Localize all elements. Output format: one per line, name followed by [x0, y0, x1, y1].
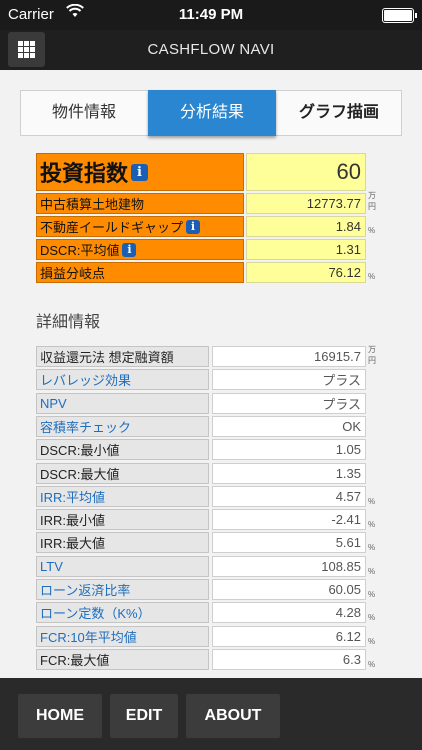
detail-value: 5.61: [212, 532, 366, 554]
detail-value: プラス: [212, 392, 366, 414]
summary-unit: %: [368, 272, 376, 281]
summary-value: 76.12: [246, 262, 366, 283]
detail-value: 4.28: [212, 602, 366, 624]
battery-icon: [382, 8, 417, 23]
bottom-toolbar: HOME EDIT ABOUT: [0, 678, 422, 750]
detail-unit: %: [368, 566, 376, 576]
grid-menu-icon: [18, 41, 35, 58]
detail-label: 収益還元法 想定融資額: [36, 346, 209, 367]
summary-label-text: 不動産イールドギャップ: [40, 220, 184, 235]
detail-label: IRR:最大値: [36, 532, 209, 554]
carrier-label: Carrier: [8, 6, 54, 23]
clock-time: 11:49 PM: [178, 6, 244, 23]
detail-value: 1.05: [212, 439, 366, 461]
detail-label: FCR:最大値: [36, 648, 209, 670]
investment-index-value: 60: [246, 153, 366, 191]
detail-unit: %: [368, 520, 376, 530]
status-bar: Carrier 11:49 PM: [0, 0, 422, 30]
tab-graph[interactable]: グラフ描画: [298, 104, 379, 121]
detail-value: 108.85: [212, 555, 366, 577]
detail-section-title: 詳細情報: [36, 314, 101, 331]
app-title: CASHFLOW NAVI: [147, 41, 275, 58]
nav-bar: CASHFLOW NAVI: [0, 30, 422, 70]
detail-value: プラス: [212, 369, 366, 391]
detail-value: 6.3: [212, 648, 366, 670]
detail-unit: 万円: [368, 345, 376, 365]
summary-label-text: DSCR:平均値: [40, 243, 120, 258]
summary-label: DSCR:平均値 i: [36, 239, 244, 260]
detail-value: 4.57: [212, 485, 366, 507]
detail-unit: %: [368, 543, 376, 553]
summary-value: 1.31: [246, 239, 366, 260]
summary-value: 12773.77: [246, 193, 366, 214]
detail-label: IRR:最小値: [36, 509, 209, 531]
detail-label-link[interactable]: レバレッジ効果: [36, 369, 209, 391]
detail-label-link[interactable]: NPV: [36, 392, 209, 414]
summary-label: 損益分岐点: [36, 262, 244, 283]
tab-analysis-result[interactable]: 分析結果: [148, 90, 276, 136]
investment-index-label: 投資指数 i: [36, 153, 244, 191]
detail-label-link[interactable]: 容積率チェック: [36, 415, 209, 437]
info-icon[interactable]: i: [122, 242, 137, 257]
menu-button[interactable]: [8, 32, 45, 67]
detail-label-link[interactable]: LTV: [36, 555, 209, 577]
detail-unit: %: [368, 659, 376, 669]
detail-label-link[interactable]: IRR:平均値: [36, 485, 209, 507]
summary-unit: 万円: [368, 191, 376, 211]
summary-unit: %: [368, 226, 376, 235]
summary-value: 1.84: [246, 216, 366, 237]
detail-value: 16915.7: [212, 346, 366, 367]
detail-unit: %: [368, 496, 376, 506]
edit-button[interactable]: EDIT: [110, 694, 178, 738]
summary-label: 中古積算土地建物: [36, 193, 244, 214]
summary-label: 不動産イールドギャップ i: [36, 216, 244, 237]
wifi-icon: [66, 3, 84, 22]
detail-label-link[interactable]: FCR:10年平均値: [36, 625, 209, 647]
detail-value: 1.35: [212, 462, 366, 484]
detail-unit: %: [368, 613, 376, 623]
detail-value: OK: [212, 415, 366, 437]
detail-label-link[interactable]: ローン定数（K%）: [36, 602, 209, 624]
detail-label-link[interactable]: ローン返済比率: [36, 579, 209, 600]
investment-index-label-text: 投資指数: [40, 161, 129, 186]
segmented-tabs: 物件情報 グラフ描画 分析結果: [20, 90, 402, 136]
tab-property-info[interactable]: 物件情報: [51, 104, 116, 121]
info-icon[interactable]: i: [186, 219, 201, 234]
detail-value: 60.05: [212, 579, 366, 600]
about-button[interactable]: ABOUT: [186, 694, 280, 738]
detail-value: 6.12: [212, 625, 366, 647]
home-button[interactable]: HOME: [18, 694, 102, 738]
detail-label: DSCR:最小値: [36, 439, 209, 461]
detail-label: DSCR:最大値: [36, 462, 209, 484]
detail-unit: %: [368, 636, 376, 646]
detail-value: -2.41: [212, 509, 366, 531]
info-icon[interactable]: i: [131, 163, 149, 181]
detail-unit: %: [368, 590, 376, 599]
